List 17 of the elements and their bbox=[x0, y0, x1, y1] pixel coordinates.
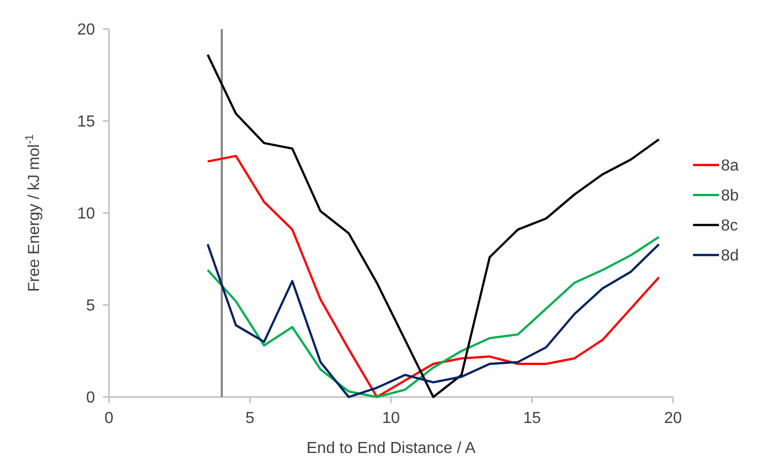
legend-label: 8d bbox=[721, 248, 739, 265]
y-tick-label: 5 bbox=[86, 298, 96, 315]
legend-label: 8c bbox=[721, 218, 738, 235]
y-tick-label: 20 bbox=[77, 22, 96, 39]
y-tick-label: 0 bbox=[86, 390, 96, 407]
x-tick-label: 5 bbox=[246, 410, 255, 427]
line-series bbox=[206, 154, 660, 398]
legend-label: 8b bbox=[721, 188, 739, 205]
line-series bbox=[206, 54, 660, 398]
x-tick-label: 0 bbox=[104, 410, 114, 427]
y-tick-label: 10 bbox=[77, 206, 96, 223]
x-tick-label: 10 bbox=[382, 410, 400, 427]
x-axis-title: End to End Distance / A bbox=[306, 440, 476, 457]
y-tick-label: 15 bbox=[77, 114, 96, 131]
legend-label: 8a bbox=[721, 158, 739, 175]
x-tick-label: 15 bbox=[523, 410, 541, 427]
x-tick-label: 20 bbox=[664, 410, 682, 427]
